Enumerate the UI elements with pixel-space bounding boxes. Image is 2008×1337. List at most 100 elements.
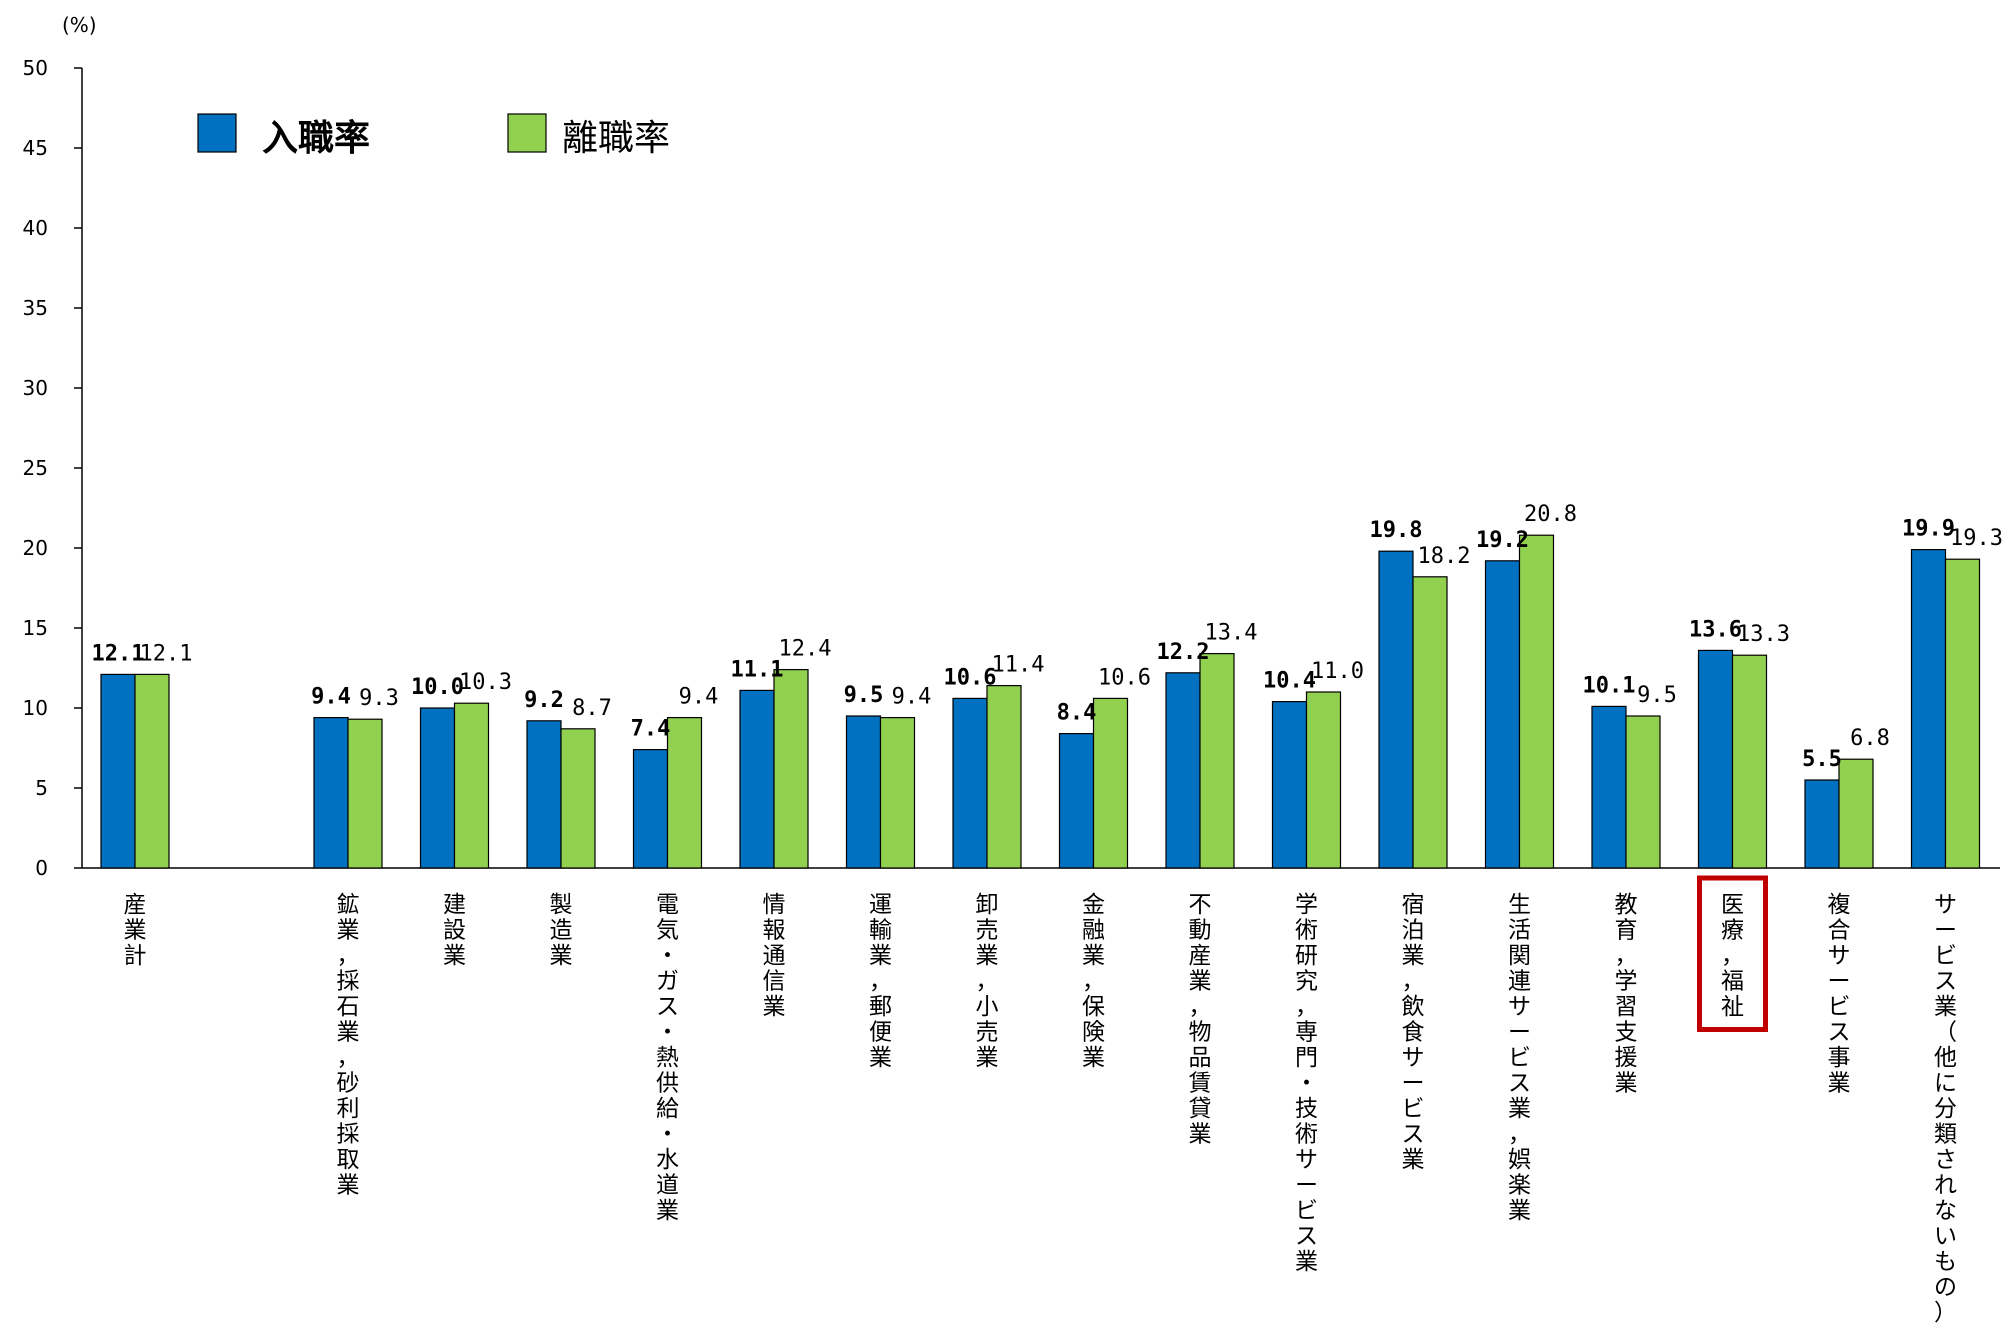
category-label-char: 療: [1721, 918, 1744, 944]
category-label-char: さ: [1934, 1147, 1957, 1173]
y-tick-label: 5: [35, 776, 48, 800]
legend-swatch-entry-rate: [197, 113, 237, 153]
category-label-char: 運: [869, 892, 892, 918]
category-label-char: 業: [763, 994, 786, 1020]
category-label-char: ビ: [1295, 1198, 1318, 1224]
value-label-separation-rate: 9.4: [679, 685, 719, 710]
y-tick-label: 15: [23, 616, 48, 640]
category-label-char: 習: [1615, 994, 1638, 1020]
bar-separation-rate: [453, 702, 490, 869]
category-label-char: ・: [656, 1122, 679, 1148]
bar-entry-rate: [100, 673, 136, 869]
highlight-box: [1697, 875, 1768, 1032]
category-label-char: 取: [337, 1147, 360, 1173]
bar-separation-rate: [1625, 715, 1661, 869]
category-label-char: ー: [1402, 1071, 1425, 1097]
category-label-char: 業: [337, 1173, 360, 1199]
category-label-char: ，: [337, 943, 360, 969]
bar-separation-rate: [1092, 697, 1129, 869]
legend-swatch-separation-rate: [507, 113, 547, 153]
bar-separation-rate: [1944, 558, 1981, 869]
category-label-char: 情: [763, 892, 786, 918]
category-label-char: な: [1934, 1198, 1957, 1224]
value-label-entry-rate: 10.0: [411, 675, 464, 700]
category-label-char: 報: [763, 918, 786, 944]
category-label-char: ス: [656, 994, 679, 1020]
category-label-char: 連: [1508, 969, 1531, 995]
category-label-char: ）: [1934, 1300, 1957, 1326]
value-label-separation-rate: 19.3: [1950, 526, 2003, 551]
category-label-char: 飲: [1402, 994, 1425, 1020]
category-label-char: 輸: [869, 918, 892, 944]
bar-separation-rate: [666, 716, 703, 869]
category-label-char: 電: [656, 892, 679, 918]
category-label-char: 水: [656, 1147, 679, 1173]
category-label-char: ー: [1934, 918, 1957, 944]
category-label: 製造業: [550, 892, 573, 969]
category-label-char: 信: [763, 969, 786, 995]
category-label: 運輸業，郵便業: [869, 892, 892, 1071]
category-label-char: 業: [1508, 1096, 1531, 1122]
value-label-separation-rate: 9.3: [359, 686, 399, 711]
value-label-separation-rate: 12.1: [140, 641, 193, 666]
category-label-char: ，: [976, 969, 999, 995]
category-label-char: ・: [1295, 1071, 1318, 1097]
category-label-char: ス: [1295, 1224, 1318, 1250]
category-label-char: 造: [550, 918, 573, 944]
bar-entry-rate: [419, 707, 456, 869]
value-label-separation-rate: 18.2: [1418, 544, 1471, 569]
bar-separation-rate: [1518, 534, 1555, 869]
y-tick-label: 40: [23, 216, 48, 240]
category-label-char: 業: [1189, 1122, 1212, 1148]
legend: 入職率 離職率: [197, 113, 670, 159]
category-label-char: 産: [1189, 943, 1212, 969]
category-label-char: 物: [1189, 1020, 1212, 1046]
category-label: 金融業，保険業: [1082, 892, 1105, 1071]
category-label-char: 供: [656, 1071, 679, 1097]
category-label-char: 門: [1295, 1045, 1318, 1071]
category-label-char: ス: [1934, 969, 1957, 995]
bar-entry-rate: [1910, 548, 1947, 869]
value-label-entry-rate: 10.6: [944, 665, 997, 690]
category-label-char: ，: [1082, 969, 1105, 995]
value-label-separation-rate: 11.4: [992, 653, 1045, 678]
bar-entry-rate: [952, 697, 988, 869]
category-label-char: 宿: [1402, 892, 1425, 918]
value-label-entry-rate: 12.2: [1157, 640, 1210, 665]
category-label-char: サ: [1828, 943, 1851, 969]
category-label: 電気・ガス・熱供給・水道業: [656, 892, 679, 1224]
category-label-char: ，: [1721, 943, 1744, 969]
value-label-separation-rate: 10.6: [1098, 665, 1151, 690]
category-label-char: 福: [1721, 969, 1744, 995]
category-label-char: 業: [1615, 1071, 1638, 1097]
y-tick-label: 20: [23, 536, 48, 560]
category-label-char: 楽: [1508, 1173, 1531, 1199]
category-label-char: 業: [1295, 1249, 1318, 1275]
category-label-char: 育: [1615, 918, 1638, 944]
category-label-char: 祉: [1721, 994, 1744, 1020]
category-label: 建設業: [443, 892, 466, 969]
bar-separation-rate: [773, 668, 809, 869]
category-label-char: 援: [1615, 1045, 1638, 1071]
y-tick-label: 0: [35, 856, 48, 880]
category-label-char: 術: [1295, 1122, 1318, 1148]
bar-entry-rate: [1165, 672, 1201, 869]
category-label-char: 他: [1934, 1045, 1957, 1071]
category-label-char: 業: [1189, 969, 1212, 995]
bar-entry-rate: [1804, 779, 1840, 869]
category-label-char: 分: [1934, 1096, 1957, 1122]
value-label-separation-rate: 9.4: [892, 685, 932, 710]
category-label-char: ビ: [1828, 994, 1851, 1020]
category-label-char: 娯: [1508, 1147, 1531, 1173]
category-label-char: 鉱: [337, 892, 360, 918]
y-tick-label: 45: [23, 136, 48, 160]
category-label-char: も: [1934, 1249, 1957, 1275]
category-label-char: 石: [337, 994, 360, 1020]
category-label-char: 業: [976, 943, 999, 969]
category-labels: 産業計鉱業，採石業，砂利採取業建設業製造業電気・ガス・熱供給・水道業情報通信業運…: [124, 875, 1957, 1326]
value-label-entry-rate: 8.4: [1057, 701, 1097, 726]
category-label-char: ガ: [656, 969, 679, 995]
